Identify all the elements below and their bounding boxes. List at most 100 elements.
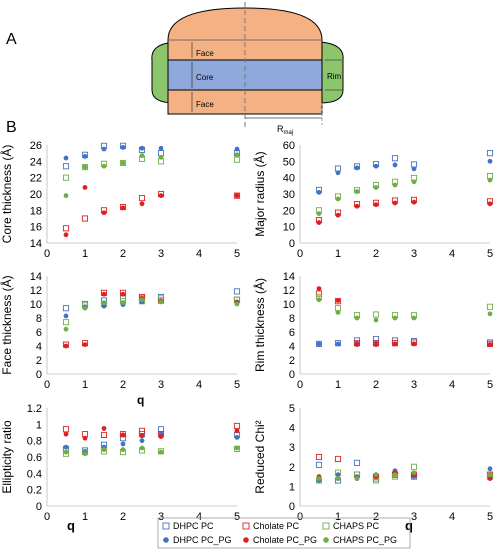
y-tick-label: 50	[283, 156, 295, 168]
x-tick-label: 3	[158, 248, 164, 260]
point-dhpc-pcpg	[487, 466, 493, 472]
point-cholate-pcpg	[373, 342, 379, 347]
y-tick-label: 30	[283, 189, 295, 201]
x-tick-label: 2	[120, 248, 126, 260]
point-cholate-pc	[81, 215, 89, 222]
core-label: Core	[196, 73, 214, 82]
chart-1: 14 16 18 20 22 24 26 0 1 2 3 4 5 Core thickness (Å)	[0, 140, 240, 260]
point-chaps-pcpg	[63, 326, 69, 332]
point-dhpc-pc	[233, 288, 241, 295]
point-cholate-pcpg	[335, 298, 341, 303]
point-chaps-pcpg	[335, 476, 341, 481]
point-chaps-pc	[233, 156, 241, 163]
y-axis-title: Ellipticity ratio	[0, 420, 14, 494]
y-tick-label: 0.8	[27, 436, 42, 448]
point-dhpc-pcpg	[101, 146, 107, 152]
point-chaps-pcpg	[411, 315, 417, 321]
point-chaps-pcpg	[82, 451, 88, 457]
point-chaps-pcpg	[335, 310, 341, 315]
rmaj-label: Rmaj	[277, 124, 293, 136]
point-chaps-pcpg	[139, 297, 145, 303]
y-tick-label: 26	[30, 140, 42, 152]
point-cholate-pcpg	[234, 428, 240, 434]
y-tick-label: 2	[289, 462, 295, 474]
x-tick-label: 0	[44, 511, 50, 523]
q-label-mid: q	[137, 393, 144, 407]
point-dhpc-pcpg	[316, 189, 322, 195]
point-cholate-pcpg	[487, 342, 493, 347]
x-tick-label: 1	[335, 379, 341, 391]
y-axis-title: Reduced Chi²	[253, 420, 267, 493]
point-dhpc-pcpg	[234, 435, 240, 440]
y-tick-label: 40	[283, 173, 295, 185]
point-chaps-pcpg	[373, 185, 379, 190]
x-tick-label: 2	[120, 379, 126, 391]
y-tick-label: 20	[283, 205, 295, 217]
point-cholate-pcpg	[120, 432, 126, 438]
point-cholate-pcpg	[373, 202, 379, 208]
point-chaps-pcpg	[120, 300, 126, 305]
point-dhpc-pcpg	[335, 341, 341, 347]
point-dhpc-pc	[315, 340, 323, 347]
y-tick-label: 1.2	[27, 403, 42, 415]
point-chaps-pcpg	[316, 476, 322, 481]
point-dhpc-pcpg	[335, 472, 341, 478]
point-chaps-pc	[62, 319, 70, 326]
y-tick-label: 10	[30, 299, 42, 311]
x-tick-label: 4	[196, 248, 202, 260]
point-chaps-pcpg	[487, 177, 493, 183]
y-tick-label: 0	[289, 238, 295, 250]
point-dhpc-pc	[391, 155, 399, 162]
point-chaps-pc	[62, 174, 70, 181]
x-tick-label: 0	[297, 248, 303, 260]
point-chaps-pcpg	[392, 472, 398, 478]
point-dhpc-pcpg	[316, 341, 322, 347]
point-chaps-pcpg	[354, 476, 360, 481]
point-dhpc-pcpg	[139, 438, 145, 444]
point-cholate-pc	[100, 431, 108, 439]
legend: DHPC PC Cholate PC CHAPS PC DHPC PC_PG Chola…	[157, 517, 411, 549]
panel-b-label: B	[6, 119, 17, 136]
point-dhpc-pcpg	[101, 303, 107, 309]
point-chaps-pc	[372, 311, 380, 318]
point-chaps-pcpg	[63, 449, 69, 455]
legend-marker-chaps-pcpg	[323, 537, 329, 543]
face-bottom-label: Face	[196, 100, 214, 109]
y-tick-label: 0.6	[27, 452, 42, 464]
point-cholate-pcpg	[63, 343, 69, 349]
point-cholate-pcpg	[82, 185, 88, 190]
point-chaps-pc	[119, 159, 127, 167]
x-tick-label: 1	[82, 248, 88, 260]
point-cholate-pcpg	[354, 342, 360, 347]
point-cholate-pcpg	[392, 341, 398, 347]
x-tick-label: 0	[297, 379, 303, 391]
x-tick-label: 3	[411, 511, 417, 523]
x-tick-label: 3	[411, 379, 417, 391]
rim-label: Rim	[327, 72, 342, 81]
point-dhpc-pcpg	[373, 163, 379, 169]
point-cholate-pcpg	[101, 210, 107, 216]
point-cholate-pcpg	[82, 435, 88, 441]
y-tick-label: 5	[289, 403, 295, 415]
point-cholate-pcpg	[354, 203, 360, 209]
point-chaps-pcpg	[139, 153, 145, 159]
y-tick-label: 8	[289, 313, 295, 325]
point-dhpc-pcpg	[120, 441, 126, 447]
y-axis-title: Face thickness (Å)	[0, 275, 14, 374]
x-tick-label: 0	[297, 511, 303, 523]
chart-5: 0 0.2 0.4 0.6 0.8 1 1.2 0 1 2 3 4 5 Ellipticity ratio	[0, 403, 240, 523]
point-cholate-pcpg	[411, 199, 417, 205]
point-chaps-pcpg	[120, 160, 126, 166]
x-tick-label: 3	[411, 248, 417, 260]
y-tick-label: 2	[36, 355, 42, 367]
point-cholate-pcpg	[234, 193, 240, 199]
point-dhpc-pcpg	[392, 162, 398, 168]
point-cholate-pcpg	[316, 220, 322, 225]
x-tick-label: 4	[196, 511, 202, 523]
y-tick-label: 24	[30, 156, 42, 168]
point-cholate-pc	[62, 225, 70, 232]
legend-label: DHPC PC	[173, 521, 214, 531]
legend-marker-cholate-pc	[242, 522, 250, 530]
